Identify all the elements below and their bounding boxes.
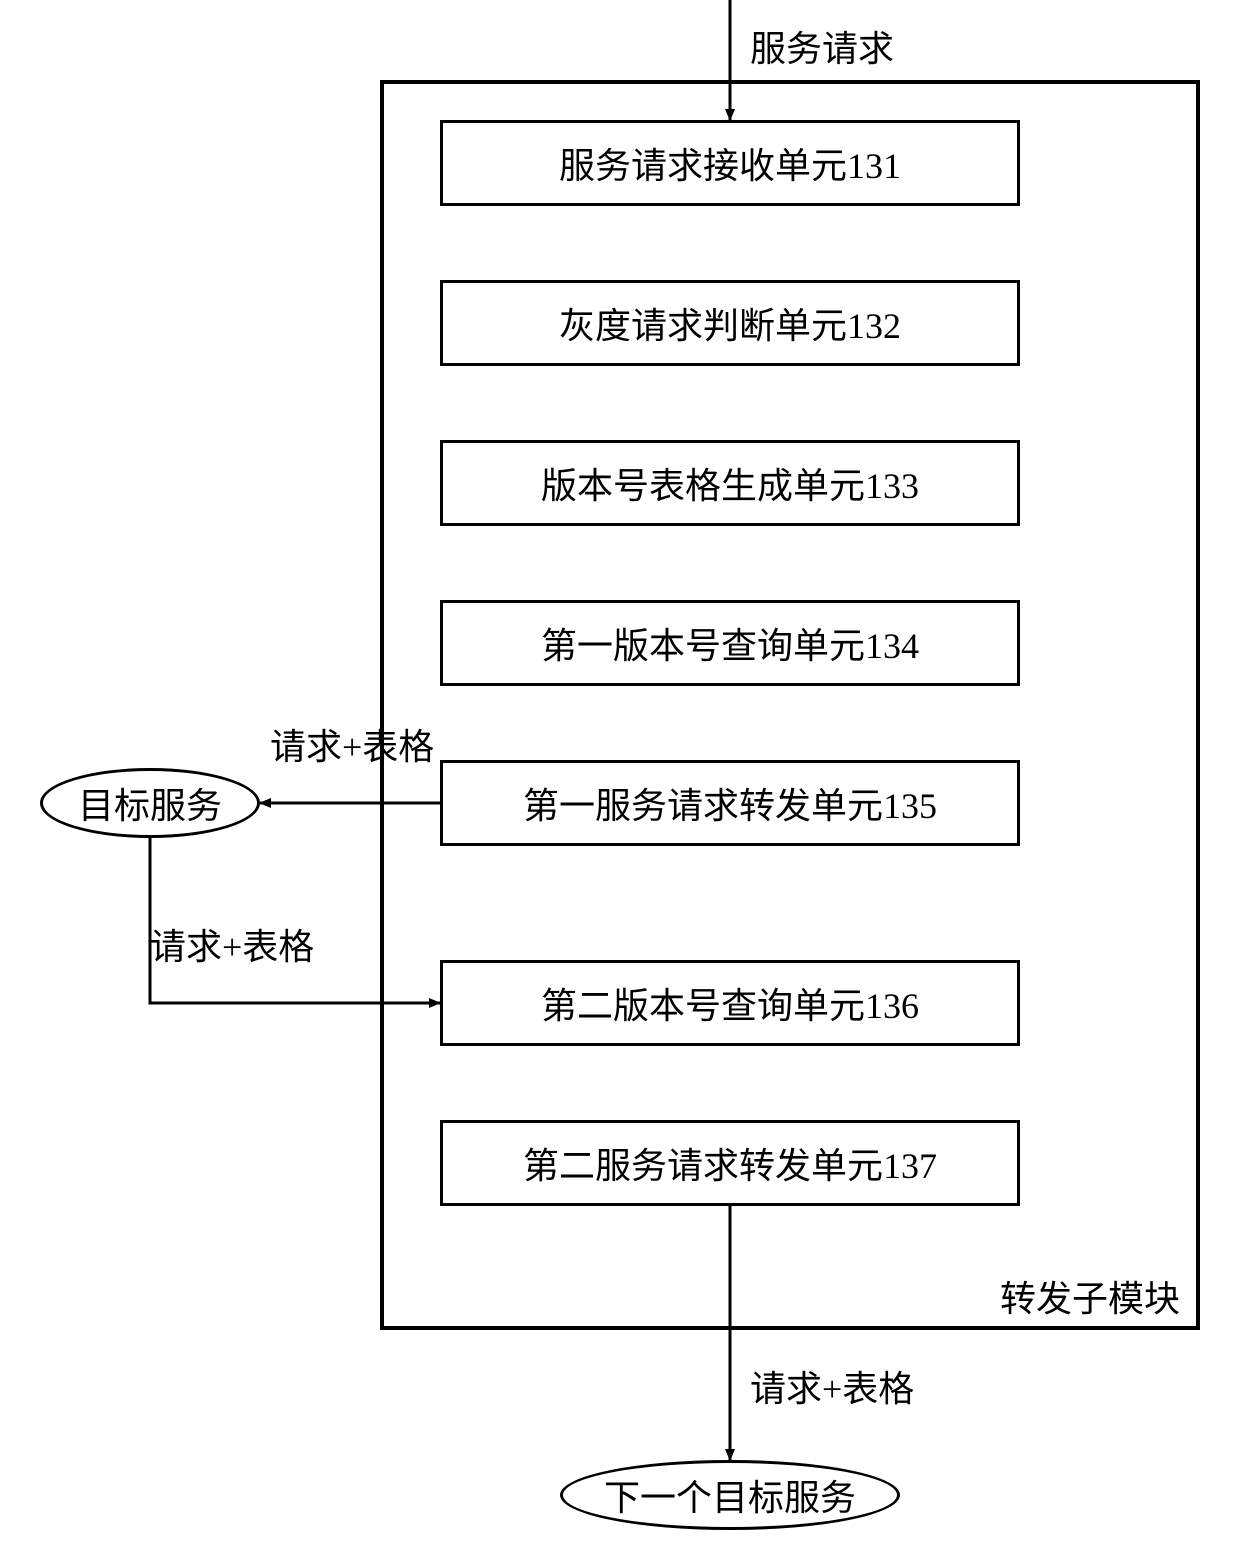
- req-table-label-2: 请求+表格: [150, 918, 314, 970]
- req-table-label-1: 请求+表格: [270, 718, 434, 770]
- unit-136-label: 第二版本号查询单元136: [541, 977, 919, 1029]
- input-label: 服务请求: [750, 20, 894, 72]
- req-table-label-out: 请求+表格: [750, 1360, 914, 1412]
- unit-135-label: 第一服务请求转发单元135: [523, 777, 937, 829]
- forwarding-submodule-label: 转发子模块: [1000, 1270, 1180, 1322]
- unit-133: 版本号表格生成单元133: [440, 440, 1020, 526]
- target-service-oval: 目标服务: [40, 768, 260, 838]
- unit-136: 第二版本号查询单元136: [440, 960, 1020, 1046]
- unit-137-label: 第二服务请求转发单元137: [523, 1137, 937, 1189]
- unit-131-label: 服务请求接收单元131: [559, 137, 901, 189]
- unit-134-label: 第一版本号查询单元134: [541, 617, 919, 669]
- next-target-service-label: 下一个目标服务: [604, 1469, 856, 1521]
- diagram-canvas: 转发子模块 服务请求接收单元131 灰度请求判断单元132 版本号表格生成单元1…: [0, 0, 1240, 1546]
- unit-133-label: 版本号表格生成单元133: [541, 457, 919, 509]
- unit-132: 灰度请求判断单元132: [440, 280, 1020, 366]
- unit-134: 第一版本号查询单元134: [440, 600, 1020, 686]
- unit-132-label: 灰度请求判断单元132: [559, 297, 901, 349]
- unit-131: 服务请求接收单元131: [440, 120, 1020, 206]
- target-service-label: 目标服务: [78, 777, 222, 829]
- unit-137: 第二服务请求转发单元137: [440, 1120, 1020, 1206]
- unit-135: 第一服务请求转发单元135: [440, 760, 1020, 846]
- next-target-service-oval: 下一个目标服务: [560, 1460, 900, 1530]
